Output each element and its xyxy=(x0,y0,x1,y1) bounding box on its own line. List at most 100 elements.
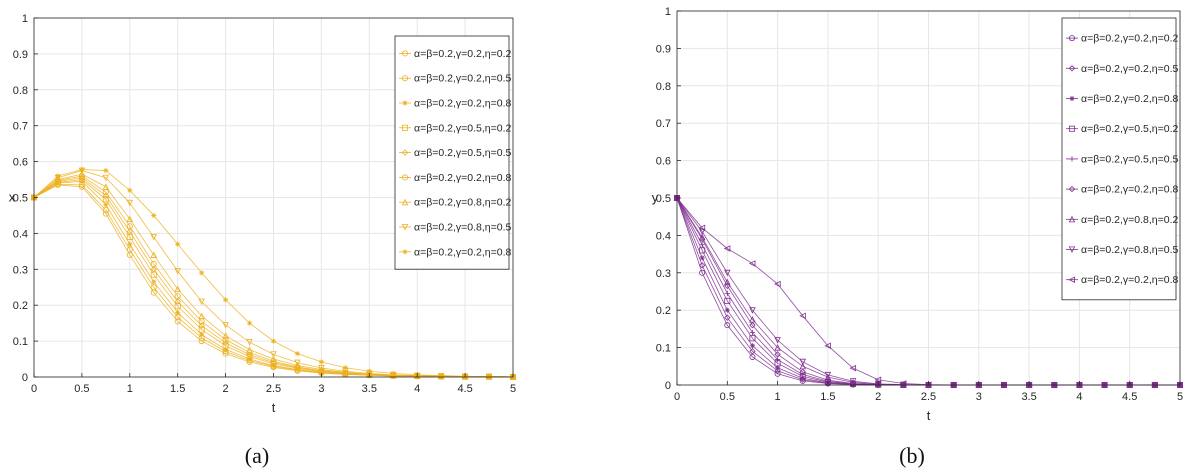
x-tick-label: 1.5 xyxy=(820,391,835,403)
data-point xyxy=(724,269,731,277)
legend-label: α=β=0.2,γ=0.2,η=0.8 xyxy=(1081,93,1179,105)
data-point xyxy=(724,314,731,321)
legend-item: α=β=0.2,γ=0.2,η=0.2 xyxy=(399,48,512,60)
legend-swatch-marker xyxy=(1069,156,1075,162)
legend-swatch-marker xyxy=(401,50,408,57)
legend-label: α=β=0.2,γ=0.2,η=0.5 xyxy=(1081,63,1179,75)
legend-swatch-marker xyxy=(1068,65,1076,72)
data-point xyxy=(724,278,731,286)
data-point xyxy=(55,173,61,179)
x-tick-label: 0.5 xyxy=(720,391,735,403)
legend-swatch-marker xyxy=(1069,35,1076,42)
data-point xyxy=(824,371,832,379)
x-tick-label: 5 xyxy=(510,383,516,395)
data-point xyxy=(774,337,781,344)
data-point xyxy=(342,368,349,376)
y-tick-label: 0.1 xyxy=(13,336,28,348)
legend-swatch-marker xyxy=(401,198,409,206)
legend-label: α=β=0.2,γ=0.2,η=0.5 xyxy=(414,73,512,85)
x-tick-label: 4.5 xyxy=(457,383,472,395)
data-point xyxy=(698,224,706,232)
legend-item: α=β=0.2,γ=0.2,η=0.8 xyxy=(399,246,512,258)
legend-item: α=β=0.2,γ=0.5,η=0.5 xyxy=(1066,153,1179,165)
data-point xyxy=(748,260,756,267)
legend-label: α=β=0.2,γ=0.2,η=0.2 xyxy=(414,48,512,60)
data-point xyxy=(223,297,229,303)
data-point xyxy=(127,241,133,247)
data-point xyxy=(223,346,229,352)
x-tick-label: 3 xyxy=(976,391,982,403)
legend-label: α=β=0.2,γ=0.5,η=0.2 xyxy=(1081,123,1179,135)
legend-item: α=β=0.2,γ=0.8,η=0.2 xyxy=(1066,214,1179,226)
data-point xyxy=(270,338,277,344)
y-tick-label: 0.4 xyxy=(656,230,671,242)
data-point xyxy=(150,266,157,273)
legend-item: α=β=0.2,γ=0.2,η=0.5 xyxy=(399,73,512,85)
x-tick-label: 4.5 xyxy=(1122,391,1137,403)
data-point xyxy=(246,346,253,353)
legend-label: α=β=0.2,γ=0.8,η=0.2 xyxy=(414,197,512,209)
legend-swatch-marker xyxy=(401,223,409,231)
data-point xyxy=(699,269,706,276)
data-point xyxy=(774,351,781,358)
data-point xyxy=(799,358,806,366)
data-point xyxy=(175,241,181,247)
data-point xyxy=(175,309,181,315)
x-tick-label: 2.5 xyxy=(266,383,281,395)
data-point xyxy=(318,359,324,365)
legend-box xyxy=(394,35,510,270)
data-point xyxy=(103,167,109,174)
legend-swatch-marker xyxy=(401,124,408,131)
data-point xyxy=(79,166,85,173)
legend-item: α=β=0.2,γ=0.8,η=0.5 xyxy=(399,222,512,234)
data-point xyxy=(390,370,396,377)
x-tick-label: 1.5 xyxy=(170,383,185,395)
x-tick-label: 4 xyxy=(414,383,420,395)
data-point xyxy=(151,279,157,285)
x-tick-label: 5 xyxy=(1177,391,1183,403)
data-point xyxy=(222,321,229,329)
panel-b-chart: 0 0.5 1 1.5 2 2.5 3 3.5 4 4.5 5 0 0.1 0.2 0.3 0.4 0.5 0.6… xyxy=(652,6,1184,423)
data-point xyxy=(246,320,253,326)
data-point xyxy=(723,245,731,252)
x-tick-label: 1 xyxy=(775,391,781,403)
data-point xyxy=(150,260,157,267)
legend-box xyxy=(1061,17,1177,301)
legend-label: α=β=0.2,γ=0.2,η=0.2 xyxy=(1081,33,1179,45)
data-point xyxy=(775,365,781,371)
y-tick-label: 0.5 xyxy=(13,193,28,205)
data-point xyxy=(438,372,444,379)
data-point xyxy=(103,202,109,208)
legend-swatch-marker xyxy=(401,75,408,82)
legend-swatch-marker xyxy=(1069,95,1075,102)
legend-label: α=β=0.2,γ=0.2,η=0.8 xyxy=(414,172,512,184)
legend-item: α=β=0.2,γ=0.5,η=0.2 xyxy=(399,122,512,134)
y-tick-label: 0.1 xyxy=(656,343,671,355)
data-point xyxy=(126,215,134,223)
x-tick-label: 0 xyxy=(674,391,680,403)
legend-item: α=β=0.2,γ=0.5,η=0.5 xyxy=(399,147,512,159)
y-tick-label: 0.6 xyxy=(656,156,671,168)
data-point xyxy=(246,339,253,346)
y-tick-label: 0.3 xyxy=(13,264,28,276)
y-tick-label: 1 xyxy=(665,6,671,18)
legend-swatch-marker xyxy=(1068,276,1075,283)
data-point xyxy=(198,322,205,329)
y-tick-label: 0.4 xyxy=(13,228,28,240)
y-axis-label: x xyxy=(9,190,16,205)
data-point xyxy=(799,368,806,376)
data-point xyxy=(270,355,277,363)
data-point xyxy=(799,362,806,370)
y-tick-label: 0.9 xyxy=(656,43,671,55)
legend-item: α=β=0.2,γ=0.2,η=0.8 xyxy=(1066,274,1179,286)
legend-swatch-marker xyxy=(402,249,408,255)
legend-item: α=β=0.2,γ=0.2,η=0.8 xyxy=(1066,184,1179,196)
data-point xyxy=(749,343,756,349)
series-line xyxy=(33,170,514,378)
x-tick-label: 0 xyxy=(31,383,37,395)
y-tick-label: 0.2 xyxy=(656,305,671,317)
data-point xyxy=(366,368,372,374)
data-point xyxy=(127,187,133,193)
data-point xyxy=(724,322,731,329)
legend-swatch-marker xyxy=(401,149,409,156)
